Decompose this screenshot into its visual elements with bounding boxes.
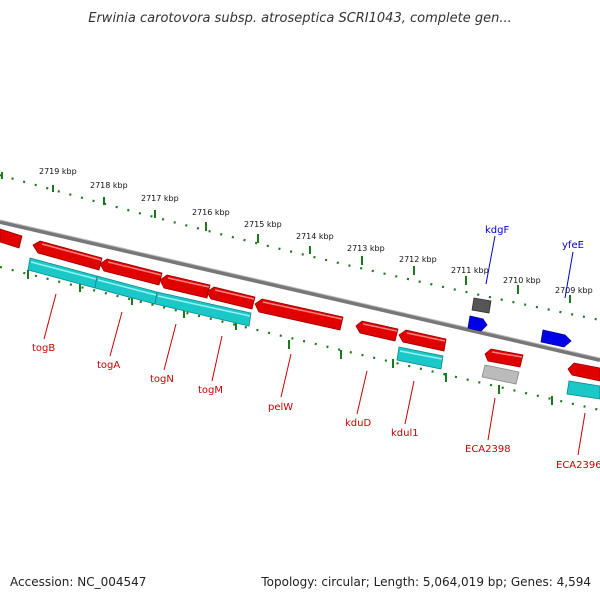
blue-gene-kdgF[interactable] [467,315,488,332]
gene-label-ECA2396[interactable]: ECA2396 [556,460,600,471]
gray-gene[interactable] [471,297,492,314]
scale-labels: 2719 kbp 2718 kbp 2717 kbp 2716 kbp 2715… [39,167,593,295]
label-leader [487,397,496,441]
red-genes [0,228,600,382]
accession-text: Accession: NC_004547 [10,575,147,589]
label-leader [43,293,57,340]
scale-label: 2715 kbp [244,220,282,229]
scale-label: 2716 kbp [192,208,230,217]
label-leader [109,311,123,357]
gene-label-kdgF[interactable]: kdgF [485,225,509,236]
label-leader [356,370,368,415]
gene-arrow[interactable] [484,348,524,368]
page-title: Erwinia carotovora subsp. atroseptica SC… [88,11,512,26]
cds-band[interactable] [566,380,600,400]
upper-scale: 2719 kbp 2718 kbp 2717 kbp 2716 kbp 2715… [0,167,600,322]
scale-label: 2712 kbp [399,255,437,264]
scale-label: 2719 kbp [39,167,77,176]
gene-arrow[interactable] [32,240,103,271]
label-leader [211,335,223,382]
gene-arrow[interactable] [355,320,399,342]
gene-arrow[interactable] [0,228,23,249]
gene-label-pelW[interactable]: pelW [268,402,293,413]
gene-arrow[interactable] [567,362,600,382]
gene-label-yfeE[interactable]: yfeE [562,240,584,251]
light-gray-gene[interactable] [481,364,520,385]
label-leader [163,323,177,371]
blue-gene-yfeE[interactable] [540,329,572,348]
label-leader [280,353,292,398]
scale-label: 2711 kbp [451,266,489,275]
gene-label-togB[interactable]: togB [32,343,55,354]
label-leader [564,251,574,299]
genome-summary-text: Topology: circular; Length: 5,064,019 bp… [261,575,591,589]
label-leader [577,412,586,456]
scale-ticks [1,172,571,303]
gene-arrow[interactable] [99,258,163,286]
genome-backbone [0,220,600,362]
scale-label: 2717 kbp [141,194,179,203]
gene-label-togM[interactable]: togM [198,385,223,396]
gene-arrow[interactable] [398,329,447,352]
scale-label: 2713 kbp [347,244,385,253]
gene-arrow[interactable] [159,274,211,299]
upper-gene-labels: kdgF yfeE [485,225,584,299]
scale-label: 2710 kbp [503,276,541,285]
gene-label-kdul1[interactable]: kdul1 [391,428,419,439]
gene-label-togA[interactable]: togA [97,360,120,371]
lower-gene-labels [43,293,586,456]
gene-arrow[interactable] [206,286,256,310]
scale-label: 2718 kbp [90,181,128,190]
label-leader [404,380,415,425]
scale-label: 2709 kbp [555,286,593,295]
label-leader [485,235,496,285]
scale-label: 2714 kbp [296,232,334,241]
gene-label-togN[interactable]: togN [150,374,174,385]
gene-label-kduD[interactable]: kduD [345,418,371,429]
gene-label-ECA2398[interactable]: ECA2398 [465,444,511,455]
gene-arrow[interactable] [254,298,344,331]
